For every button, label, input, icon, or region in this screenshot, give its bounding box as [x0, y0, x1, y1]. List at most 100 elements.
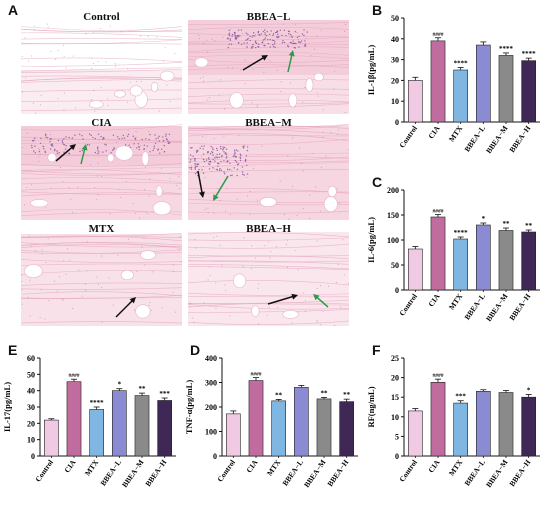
- y-tick-label-c: 150: [387, 211, 399, 220]
- green-arrow: [287, 50, 295, 73]
- bar-bbea-h-f: [521, 396, 536, 457]
- y-tick-label-b: 40: [391, 35, 399, 44]
- bar-mtx-d: [271, 400, 286, 457]
- x-tick-label-control-e: Control: [33, 458, 55, 484]
- bar-bbea-h-c: [521, 231, 536, 291]
- chart-tnf-a: TNF-α(pg/mL) 0 100 200 300 400 Control #### CIA *…: [182, 350, 364, 508]
- bar-cia-b: [430, 40, 446, 123]
- significance-bbea-h-f: *: [527, 386, 531, 394]
- x-tick-label-mtx-b: MTX: [447, 124, 465, 144]
- bar-bbea-h-e: [157, 400, 172, 457]
- x-tick-label-mtx-d: MTX: [265, 458, 283, 478]
- histology-panel-control: Control: [21, 10, 182, 114]
- x-tick-label-cia-b: CIA: [426, 124, 442, 141]
- green-arrow: [313, 294, 329, 308]
- x-tick-label-bbea-m-b: BBEA−M: [484, 124, 510, 155]
- y-axis-label-b: IL-1β(pg/mL): [366, 45, 376, 95]
- bar-bbea-h-d: [339, 401, 354, 457]
- bar-cia-d: [248, 380, 264, 457]
- y-tick-label-c: 100: [387, 236, 399, 245]
- significance-cia-f: ####: [433, 373, 444, 379]
- x-tick-label-bbea-h-f: BBEA−H: [507, 458, 532, 488]
- bar-bbea-h-b: [521, 60, 536, 123]
- panel-letter-f: F: [372, 342, 381, 358]
- green-arrow: [80, 144, 88, 165]
- bar-mtx-e: [89, 409, 104, 457]
- significance-bbea-h-d: **: [343, 391, 351, 399]
- y-tick-label-e: 20: [27, 419, 35, 428]
- x-tick-label-cia-e: CIA: [62, 458, 78, 475]
- y-tick-label-e: 50: [27, 370, 35, 379]
- x-tick-label-control-d: Control: [215, 458, 237, 484]
- histology-panel-bbea-l: BBEA−L: [188, 10, 349, 114]
- y-tick-label-e: 40: [27, 387, 35, 396]
- x-tick-label-bbea-h-d: BBEA−H: [325, 458, 350, 488]
- bar-control-c: [408, 248, 423, 291]
- x-tick-label-control-c: Control: [397, 292, 419, 318]
- y-tick-label-e: 30: [27, 403, 35, 412]
- significance-cia-c: ####: [433, 209, 444, 215]
- significance-bbea-h-e: ***: [159, 390, 170, 398]
- histology-title-control: Control: [83, 11, 120, 23]
- x-tick-label-control-b: Control: [397, 124, 419, 150]
- y-tick-label-f: 10: [391, 413, 399, 422]
- x-tick-label-bbea-l-c: BBEA−L: [463, 292, 487, 321]
- panel-letter-b: B: [372, 2, 383, 18]
- x-tick-label-cia-c: CIA: [426, 292, 442, 309]
- y-tick-label-f: 15: [391, 393, 399, 402]
- y-tick-label-f: 25: [391, 354, 399, 363]
- y-tick-label-b: 50: [391, 14, 399, 23]
- bar-bbea-m-d: [316, 398, 332, 457]
- significance-mtx-e: ****: [90, 399, 105, 407]
- y-tick-label-d: 400: [205, 354, 217, 363]
- significance-bbea-m-e: **: [139, 385, 147, 393]
- significance-bbea-m-c: **: [503, 220, 511, 228]
- histology-title-bbea-h: BBEA−H: [246, 223, 291, 235]
- significance-cia-d: ####: [251, 372, 262, 378]
- x-tick-label-bbea-l-f: BBEA−L: [463, 458, 487, 487]
- panel-letter-e: E: [8, 342, 18, 358]
- black-arrow: [242, 55, 268, 71]
- y-tick-label-c: 50: [391, 261, 399, 270]
- y-tick-label-f: 5: [395, 432, 399, 441]
- y-tick-label-e: 10: [27, 436, 35, 445]
- bar-bbea-m-e: [134, 395, 150, 457]
- bar-mtx-b: [453, 69, 468, 123]
- bar-control-f: [408, 410, 423, 457]
- x-tick-label-bbea-m-c: BBEA−M: [484, 292, 510, 323]
- significance-mtx-b: ****: [454, 60, 469, 68]
- bar-control-e: [44, 419, 59, 457]
- bar-bbea-l-d: [294, 387, 309, 457]
- x-tick-label-bbea-l-e: BBEA−L: [99, 458, 123, 487]
- bar-cia-c: [430, 216, 446, 291]
- chart-il-17: IL-17(pg/mL) 0 10 20 30 40 50 60 Control #### CIA *…: [0, 350, 182, 508]
- bar-cia-f: [430, 382, 446, 457]
- significance-bbea-h-b: ****: [522, 50, 537, 58]
- histology-panel-mtx: MTX: [21, 222, 182, 326]
- panel-letter-d: D: [190, 342, 201, 358]
- histology-title-cia: CIA: [91, 117, 112, 129]
- y-tick-label-d: 200: [205, 403, 217, 412]
- bar-mtx-c: [453, 238, 468, 291]
- histology-title-mtx: MTX: [88, 223, 115, 235]
- y-tick-label-d: 0: [213, 452, 217, 461]
- bar-control-b: [408, 80, 423, 123]
- bar-bbea-l-c: [476, 224, 491, 291]
- y-tick-label-b: 0: [395, 118, 399, 127]
- significance-bbea-l-e: *: [118, 381, 122, 389]
- significance-bbea-m-d: **: [321, 389, 329, 397]
- black-arrow: [267, 293, 298, 305]
- y-axis-label-f: RF(ng/mL): [366, 386, 376, 427]
- y-tick-label-b: 10: [391, 97, 399, 106]
- significance-cia-e: ####: [69, 373, 80, 379]
- significance-mtx-d: **: [275, 391, 283, 399]
- green-arrow: [213, 175, 229, 201]
- histology-title-bbea-l: BBEA−L: [246, 11, 291, 23]
- black-arrow: [197, 170, 205, 198]
- x-tick-label-bbea-l-b: BBEA−L: [463, 124, 487, 153]
- y-tick-label-d: 100: [205, 428, 217, 437]
- y-axis-label-e: IL-17(pg/mL): [2, 382, 12, 432]
- chart-rf: RF(ng/mL) 0 5 10 15 20 25 Control #### CIA *** MTX B…: [364, 350, 546, 508]
- x-tick-label-control-f: Control: [397, 458, 419, 484]
